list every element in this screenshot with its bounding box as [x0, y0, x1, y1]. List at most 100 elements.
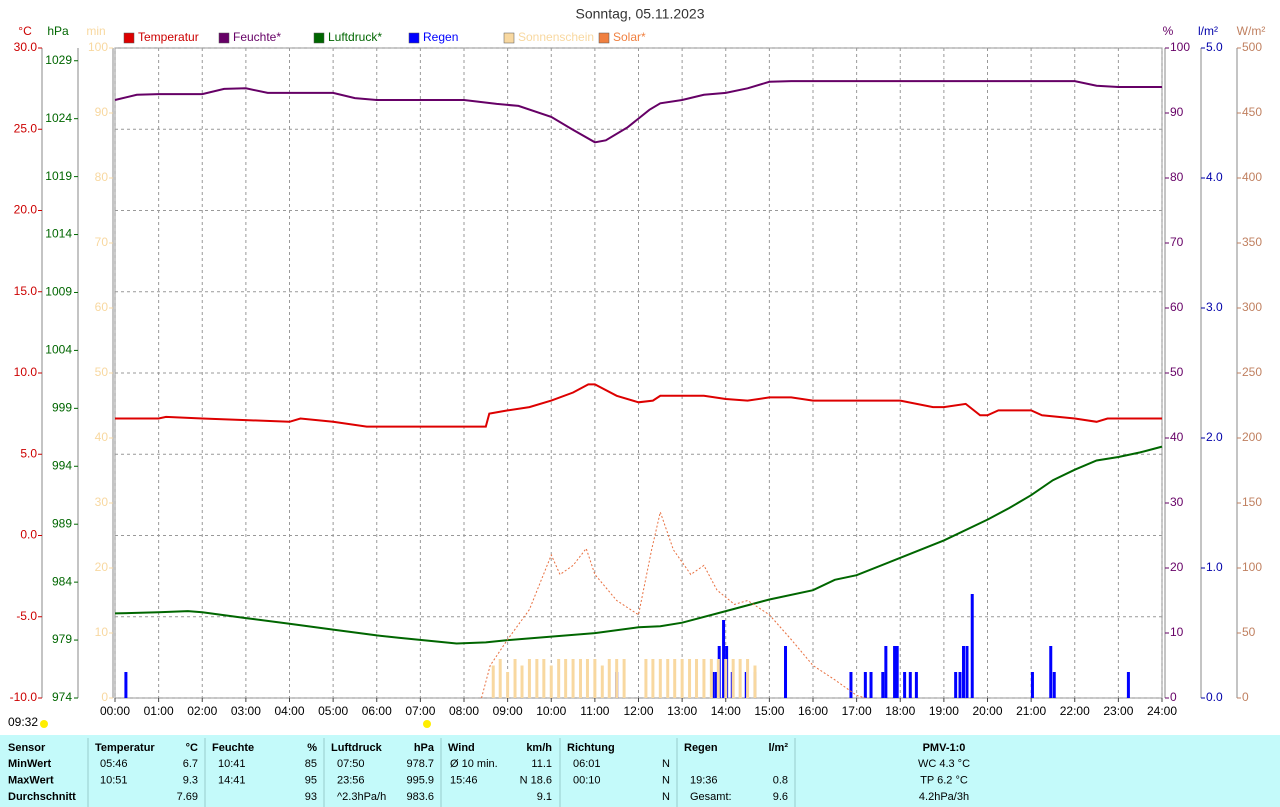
y-tick-label: 2.0: [1206, 430, 1223, 444]
bar: [849, 672, 853, 698]
table-cell: 11.1: [531, 758, 552, 770]
y-tick-label: 50: [95, 365, 109, 379]
y-tick-label: 100: [1242, 560, 1262, 574]
x-tick-label: 03:00: [231, 704, 261, 718]
y-tick-label: 0.0: [1206, 690, 1223, 704]
bar: [1030, 672, 1034, 698]
bar: [954, 672, 958, 698]
table-header: Temperatur: [95, 742, 155, 754]
x-tick-label: 16:00: [798, 704, 828, 718]
y-tick-label: 10: [1170, 625, 1184, 639]
table-cell: WC 4.3 °C: [918, 758, 970, 770]
table-header: PMV-1:0: [923, 742, 966, 754]
y-tick-label: -5.0: [16, 609, 37, 623]
y-tick-label: 1014: [45, 227, 72, 241]
bar: [970, 594, 974, 698]
table-cell: 983.6: [406, 791, 434, 803]
y-tick-label: 30: [95, 495, 109, 509]
bar: [958, 672, 962, 698]
y-tick-label: 1019: [45, 169, 72, 183]
table-cell: N: [662, 791, 670, 803]
bar: [658, 659, 662, 698]
table-cell: 85: [305, 758, 317, 770]
table-row-label: MinWert: [8, 758, 52, 770]
y-tick-label: 994: [52, 458, 72, 472]
y-tick-label: 60: [1170, 300, 1184, 314]
table-cell: 0.8: [773, 774, 788, 786]
axis-unit: °C: [18, 24, 32, 38]
x-tick-label: 02:00: [187, 704, 217, 718]
bar: [746, 659, 750, 698]
bar: [535, 659, 539, 698]
y-tick-label: 90: [95, 105, 109, 119]
series-line: [114, 445, 1163, 645]
y-tick-label: 1029: [45, 53, 72, 67]
x-tick-label: 12:00: [623, 704, 653, 718]
y-tick-label: 450: [1242, 105, 1262, 119]
table-cell: Gesamt:: [690, 791, 732, 803]
table-cell: 06:01: [573, 758, 601, 770]
bar: [863, 672, 867, 698]
bar: [884, 646, 888, 698]
bar: [491, 665, 495, 698]
y-tick-label: -10.0: [10, 690, 38, 704]
bar: [585, 659, 589, 698]
table-cell: 7.69: [177, 791, 198, 803]
x-tick-label: 20:00: [972, 704, 1002, 718]
table-cell: N: [662, 774, 670, 786]
bar: [1052, 672, 1056, 698]
legend-swatch: [408, 32, 420, 44]
bar: [506, 672, 510, 698]
bar: [557, 659, 561, 698]
bar: [666, 659, 670, 698]
bar: [1126, 672, 1130, 698]
bar: [571, 659, 575, 698]
bar: [716, 659, 720, 698]
bar: [644, 659, 648, 698]
axis-unit: l/m²: [1198, 24, 1218, 38]
legend-label: Temperatur: [138, 30, 199, 44]
table-cell: 05:46: [100, 758, 128, 770]
y-tick-label: 40: [95, 430, 109, 444]
bar: [513, 659, 517, 698]
y-tick-label: 20.0: [14, 203, 38, 217]
x-tick-label: 10:00: [536, 704, 566, 718]
table-header: km/h: [526, 742, 552, 754]
y-tick-label: 0: [1242, 690, 1249, 704]
y-tick-label: 5.0: [1206, 40, 1223, 54]
y-tick-label: 10.0: [14, 365, 38, 379]
axis-unit: min: [86, 24, 105, 38]
x-tick-label: 14:00: [711, 704, 741, 718]
y-tick-label: 50: [1170, 365, 1184, 379]
bar: [673, 659, 677, 698]
x-tick-label: 15:00: [754, 704, 784, 718]
y-tick-label: 20: [1170, 560, 1184, 574]
y-tick-label: 200: [1242, 430, 1262, 444]
y-tick-label: 979: [52, 632, 72, 646]
bar: [903, 672, 907, 698]
bar: [784, 646, 788, 698]
chart-title: Sonntag, 05.11.2023: [576, 6, 705, 22]
bar: [895, 646, 899, 698]
legend-swatch: [313, 32, 325, 44]
bar: [564, 659, 568, 698]
table-header: hPa: [414, 742, 435, 754]
y-tick-label: 50: [1242, 625, 1256, 639]
legend-swatch: [598, 32, 610, 44]
bar: [688, 659, 692, 698]
legend-label: Luftdruck*: [328, 30, 382, 44]
bar: [714, 672, 718, 698]
table-cell: N: [662, 758, 670, 770]
table-cell: 00:10: [573, 774, 601, 786]
table-header: Feuchte: [212, 742, 254, 754]
bar: [680, 659, 684, 698]
y-tick-label: 90: [1170, 105, 1184, 119]
time-label: 09:32: [8, 715, 38, 729]
bar: [914, 672, 918, 698]
table-header: %: [307, 742, 317, 754]
y-tick-label: 1009: [45, 285, 72, 299]
y-tick-label: 250: [1242, 365, 1262, 379]
y-tick-label: 60: [95, 300, 109, 314]
legend-label: Sonnenschein: [518, 30, 594, 44]
sun-marker: [40, 720, 48, 728]
